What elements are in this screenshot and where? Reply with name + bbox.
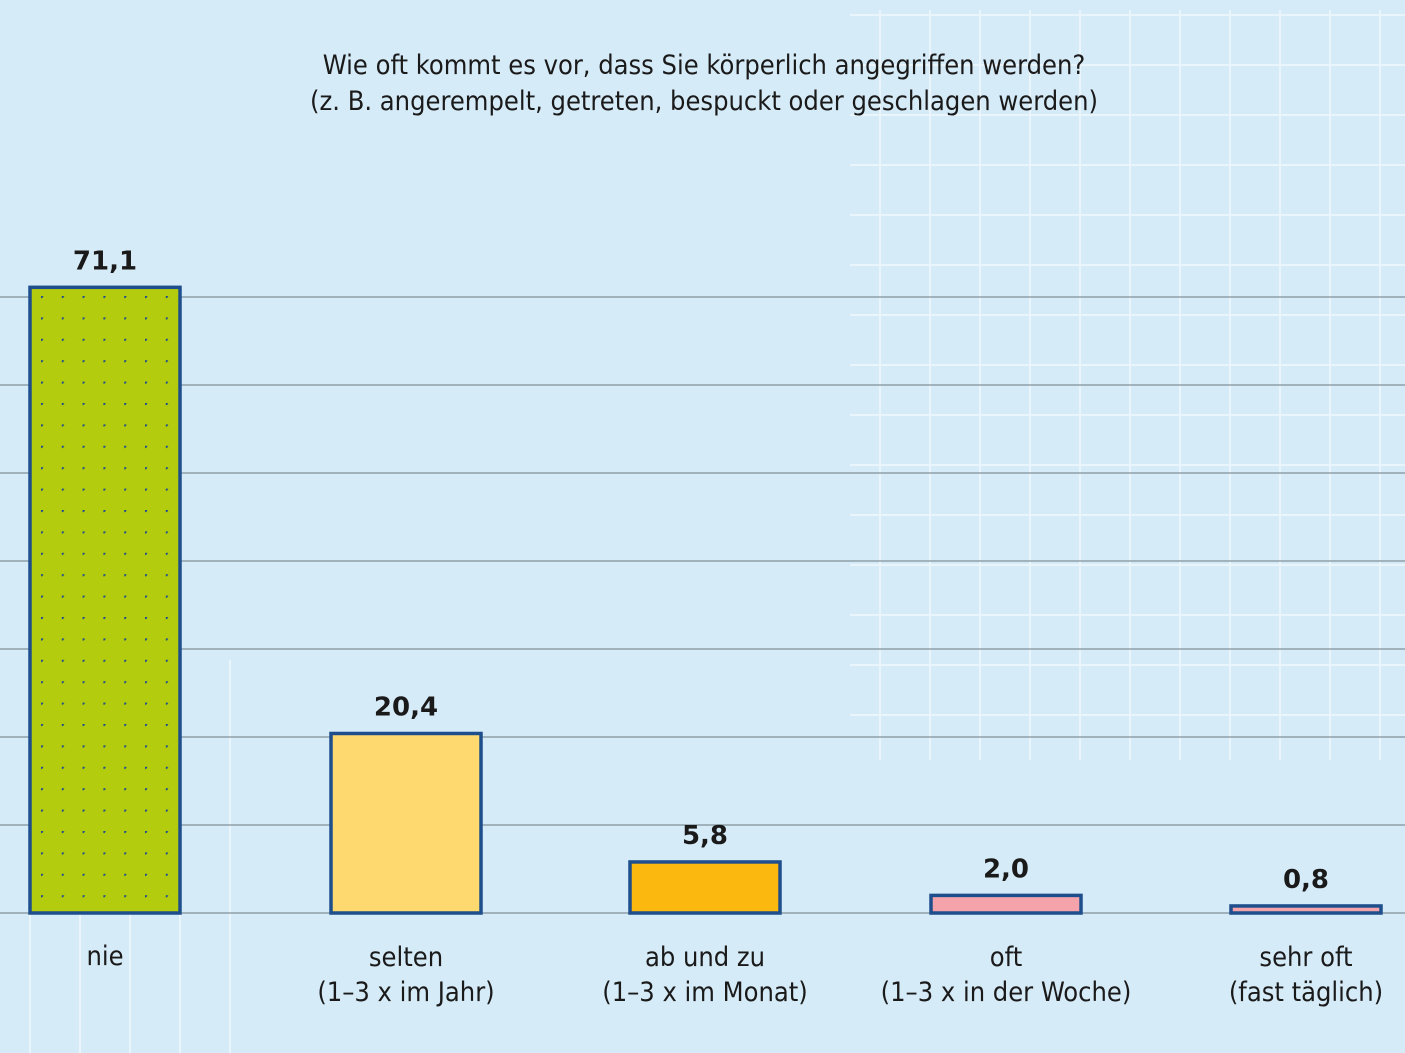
data-label: 0,8 (1283, 865, 1329, 895)
tick-label-line: (1–3 x in der Woche) (881, 977, 1132, 1008)
chart-subtitle: (z. B. angerempelt, getreten, bespuckt o… (310, 86, 1098, 117)
data-label: 2,0 (983, 854, 1029, 884)
value-labels: 71,1 20,4 5,8 2,0 0,8 (73, 246, 1329, 895)
bar (1229, 904, 1383, 915)
tick-label: nie (86, 941, 123, 972)
chart-title: Wie oft kommt es vor, dass Sie körperlic… (323, 50, 1086, 81)
tick-label-line: (1–3 x im Monat) (602, 977, 808, 1008)
tick-label-line: (fast täglich) (1229, 977, 1383, 1008)
tick-label: oft (1–3 x in der Woche) (881, 942, 1132, 1008)
tick-label-line: nie (86, 941, 123, 972)
tick-label: sehr oft (fast täglich) (1229, 942, 1383, 1008)
bars (28, 285, 1383, 915)
gridlines (0, 296, 1405, 914)
tick-label-line: sehr oft (1259, 942, 1352, 973)
tick-label-line: ab und zu (645, 942, 765, 973)
bar-pattern (32, 289, 178, 911)
tick-label: selten (1–3 x im Jahr) (317, 942, 494, 1008)
data-label: 71,1 (73, 246, 137, 276)
tick-label-line: (1–3 x im Jahr) (317, 977, 494, 1008)
bar (628, 860, 782, 915)
tick-label: ab und zu (1–3 x im Monat) (602, 942, 808, 1008)
bar (329, 731, 483, 915)
bar (929, 893, 1083, 915)
tick-label-line: oft (990, 942, 1022, 973)
category-labels: nie selten (1–3 x im Jahr) ab und zu (1–3 x … (86, 941, 1383, 1008)
data-label: 20,4 (374, 692, 438, 722)
tick-label-line: selten (369, 942, 443, 973)
data-label: 5,8 (682, 821, 728, 851)
